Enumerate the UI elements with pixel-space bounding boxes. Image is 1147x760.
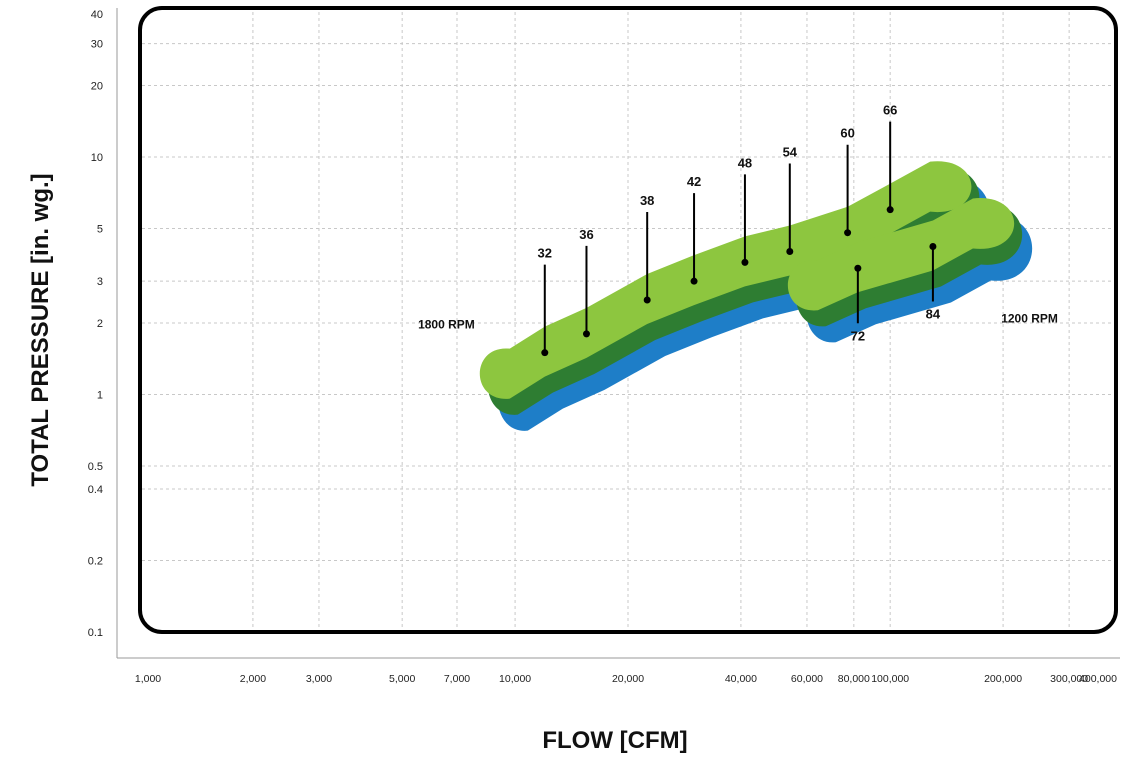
x-tick-label: 40,000 [725,673,757,685]
y-tick-label: 5 [97,223,103,235]
size-label: 48 [738,155,752,170]
size-label: 32 [538,246,552,261]
x-tick-label: 3,000 [306,673,332,685]
y-tick-label: 0.4 [88,484,103,496]
size-marker-dot [582,330,590,338]
size-label: 84 [926,306,941,321]
size-marker-dot [886,206,894,214]
y-tick-label: 0.2 [88,556,103,568]
y-tick-label: 20 [91,80,103,92]
x-tick-label: 5,000 [389,673,415,685]
performance-regions [479,161,1033,431]
size-label: 54 [783,145,798,160]
x-tick-label: 2,000 [240,673,266,685]
x-tick-label: 60,000 [791,673,823,685]
x-tick-label: 80,000 [838,673,870,685]
size-marker-dot [786,248,794,256]
size-marker-dot [854,264,862,272]
rpm-labels: 1800 RPM 1200 RPM [418,311,1058,331]
size-label: 42 [687,174,701,189]
size-marker-dot [541,349,549,357]
size-marker-dot [741,258,749,266]
size-label: 60 [840,126,854,141]
y-tick-label: 0.5 [88,461,103,473]
x-tick-label: 7,000 [444,673,470,685]
rpm-label-1200: 1200 RPM [1001,311,1058,325]
size-marker-dot [643,296,651,304]
x-axis-title: FLOW [CFM] [542,727,687,754]
size-markers: 32 36 38 42 48 54 60 66 72 84 [538,103,941,357]
x-tick-label: 300,000 [1050,673,1088,685]
y-tick-label: 1 [97,389,103,401]
size-marker-dot [844,229,852,237]
x-tick-label: 400,000 [1079,673,1117,685]
y-tick-label: 10 [91,152,103,164]
y-tick-label: 40 [91,9,103,21]
x-tick-label: 200,000 [984,673,1022,685]
y-tick-labels: 0.1 0.2 0.4 0.5 1 2 3 5 10 20 30 40 [88,9,103,639]
size-label: 66 [883,103,897,118]
x-tick-label: 20,000 [612,673,644,685]
y-tick-label: 30 [91,39,103,51]
region-inner-band [787,198,1015,311]
x-tick-label: 100,000 [871,673,909,685]
size-label: 36 [579,227,593,242]
y-tick-label: 2 [97,318,103,330]
plot-frame [138,6,1118,634]
rpm-label-1800: 1800 RPM [418,318,475,332]
x-tick-labels: 1,000 2,000 3,000 5,000 7,000 10,000 20,000 40,… [135,673,1117,685]
size-marker-dot [929,242,937,250]
y-tick-label: 3 [97,276,103,288]
x-tick-label: 10,000 [499,673,531,685]
y-tick-label: 0.1 [88,627,103,639]
x-tick-label: 1,000 [135,673,161,685]
y-axis-title: TOTAL PRESSURE [in. wg.] [27,173,54,486]
size-label: 72 [851,328,865,343]
size-label: 38 [640,193,654,208]
size-marker-dot [690,277,698,285]
